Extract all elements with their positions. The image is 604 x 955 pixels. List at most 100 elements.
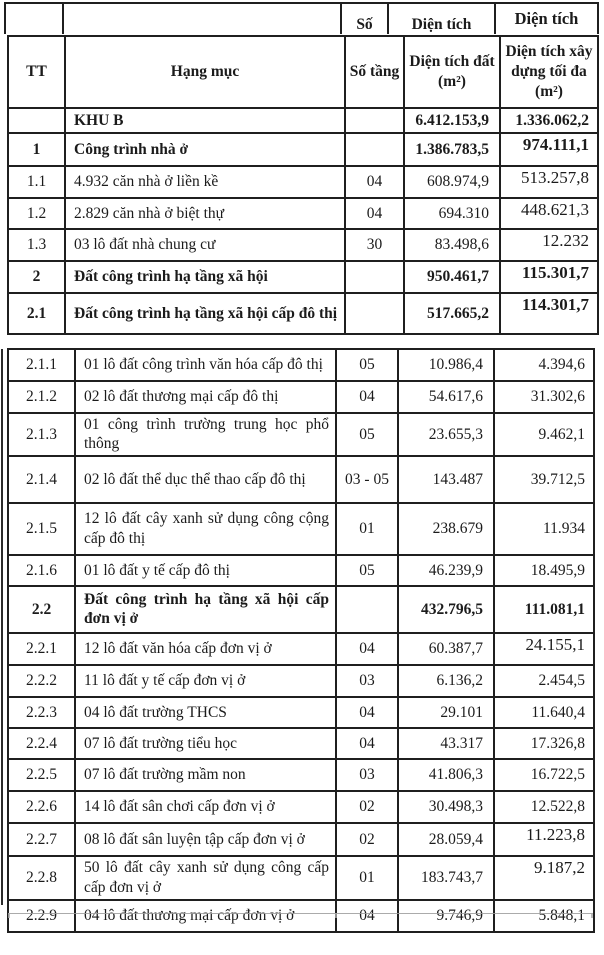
cell-land: 54.617,6	[397, 380, 495, 414]
cell-item: 14 lô đất sân chơi cấp đơn vị ở	[74, 789, 337, 824]
cell-land: 60.387,7	[397, 631, 495, 666]
cell-tt: 2.1.4	[7, 454, 76, 504]
cell-item: 01 công trình trường trung học phổ thông	[74, 412, 337, 457]
col-header-floors: Số tầng	[344, 35, 405, 109]
cell-build: 16.722,5	[493, 757, 595, 792]
cell-floors	[344, 292, 405, 335]
cell-item: Đất công trình hạ tầng xã hội	[64, 260, 346, 294]
cell-tt: 2.2.6	[7, 789, 76, 824]
cell-land: 238.679	[397, 501, 495, 556]
cell-item: Đất công trình hạ tầng xã hội cấp đô thị	[64, 292, 346, 335]
cell-tt: 2.2.7	[7, 821, 76, 857]
next-page-tick	[335, 913, 337, 918]
fragment-cell-floors: Số	[340, 4, 387, 34]
cell-floors: 04	[335, 695, 399, 729]
cell-item: 11 lô đất y tế cấp đơn vị ở	[74, 663, 337, 698]
col-header-land: Diện tích đất (m²)	[403, 35, 501, 109]
cell-land: 517.665,2	[403, 292, 501, 335]
cell-land: 46.239,9	[397, 553, 495, 587]
cell-item: 08 lô đất sân luyện tập cấp đơn vị ở	[74, 821, 337, 857]
cell-floors: 04	[335, 380, 399, 414]
cell-item: 01 lô đất y tế cấp đô thị	[74, 553, 337, 587]
cell-tt: 2.1.1	[7, 348, 76, 382]
cell-item: Công trình nhà ở	[64, 132, 346, 167]
cell-build: 5.848,1	[493, 898, 595, 933]
table-row: 1.1 4.932 căn nhà ở liền kề 04 608.974,9 513…	[7, 165, 599, 199]
cell-build: 115.301,7	[499, 260, 599, 294]
cell-tt: 1.1	[7, 165, 66, 199]
table-row: 1.3 03 lô đất nhà chung cư 30 83.498,6 12.23…	[7, 228, 599, 262]
cell-item: 50 lô đất cây xanh sử dụng công cấp cấp …	[74, 854, 337, 901]
cell-build: 448.621,3	[499, 197, 599, 230]
table-row: 2.2.5 07 lô đất trường mầm non 03 41.806,3 1…	[7, 757, 595, 792]
cell-item: Đất công trình hạ tầng xã hội cấp đơn vị…	[74, 584, 337, 634]
cell-land: 9.746,9	[397, 898, 495, 933]
cell-floors: 05	[335, 412, 399, 457]
cell-tt: 2.2	[7, 584, 76, 634]
cell-floors	[344, 107, 405, 134]
cell-item: 07 lô đất trường tiểu học	[74, 726, 337, 760]
cell-floors: 04	[335, 726, 399, 760]
cell-tt: 2	[7, 260, 66, 294]
cell-tt: 1	[7, 132, 66, 167]
cell-build: 12.522,8	[493, 789, 595, 824]
cell-build: 24.155,1	[493, 631, 595, 666]
cell-tt: 1.3	[7, 228, 66, 262]
cell-floors: 02	[335, 821, 399, 857]
cell-item: 04 lô đất thương mại cấp đơn vị ở	[74, 898, 337, 933]
cell-build: 12.232	[499, 228, 599, 262]
cell-build: 9.187,2	[493, 854, 595, 901]
cell-land: 10.986,4	[397, 348, 495, 382]
next-page-fragment-line	[8, 913, 593, 914]
cell-build: 111.081,1	[493, 584, 595, 634]
cell-tt: 2.2.5	[7, 757, 76, 792]
cell-build: 17.326,8	[493, 726, 595, 760]
cell-tt: 2.2.2	[7, 663, 76, 698]
cell-land: 23.655,3	[397, 412, 495, 457]
cell-build: 9.462,1	[493, 412, 595, 457]
cell-floors: 03	[335, 663, 399, 698]
cell-land: 143.487	[397, 454, 495, 504]
cell-build: 11.934	[493, 501, 595, 556]
cell-tt: 2.2.9	[7, 898, 76, 933]
cell-item: 4.932 căn nhà ở liền kề	[64, 165, 346, 199]
cell-tt: 2.2.4	[7, 726, 76, 760]
cell-floors: 05	[335, 553, 399, 587]
cell-floors: 03	[335, 757, 399, 792]
table-row: 2.2.6 14 lô đất sân chơi cấp đơn vị ở 02 30…	[7, 789, 595, 824]
cell-item: 03 lô đất nhà chung cư	[64, 228, 346, 262]
cell-build: 114.301,7	[499, 292, 599, 335]
cell-item: KHU B	[64, 107, 346, 134]
cell-land: 183.743,7	[397, 854, 495, 901]
cell-land: 6.136,2	[397, 663, 495, 698]
table-row: 2.1.6 01 lô đất y tế cấp đô thị 05 46.239,9…	[7, 553, 595, 587]
next-page-tick	[8, 913, 10, 918]
cell-build: 11.223,8	[493, 821, 595, 857]
cell-floors: 01	[335, 501, 399, 556]
cell-land: 694.310	[403, 197, 501, 230]
table-row: 2.1 Đất công trình hạ tầng xã hội cấp đô …	[7, 292, 599, 335]
cell-tt: 2.1.2	[7, 380, 76, 414]
fragment-cell-item	[62, 4, 340, 34]
table-row: 2.2.4 07 lô đất trường tiểu học 04 43.317 17…	[7, 726, 595, 760]
cell-tt: 2.1.5	[7, 501, 76, 556]
table-row: 2.2.2 11 lô đất y tế cấp đơn vị ở 03 6.136,…	[7, 663, 595, 698]
cell-floors: 03 - 05	[335, 454, 399, 504]
table-row: 2.2.8 50 lô đất cây xanh sử dụng công cấp…	[7, 854, 595, 901]
cell-build: 4.394,6	[493, 348, 595, 382]
cell-floors	[344, 132, 405, 167]
cell-land: 28.059,4	[397, 821, 495, 857]
cell-floors	[335, 584, 399, 634]
cell-tt: 2.2.8	[7, 854, 76, 901]
cell-floors: 30	[344, 228, 405, 262]
cell-floors: 04	[344, 165, 405, 199]
cell-land: 950.461,7	[403, 260, 501, 294]
cell-floors: 04	[335, 631, 399, 666]
cell-item: 02 lô đất thể dục thể thao cấp đô thị	[74, 454, 337, 504]
cell-floors: 01	[335, 854, 399, 901]
table-header-row: TT Hạng mục Số tầng Diện tích đất (m²) D…	[7, 35, 599, 109]
table-row: 2.2 Đất công trình hạ tầng xã hội cấp đơn…	[7, 584, 595, 634]
cell-item: 2.829 căn nhà ở biệt thự	[64, 197, 346, 230]
cell-item: 12 lô đất văn hóa cấp đơn vị ở	[74, 631, 337, 666]
cell-land: 1.386.783,5	[403, 132, 501, 167]
